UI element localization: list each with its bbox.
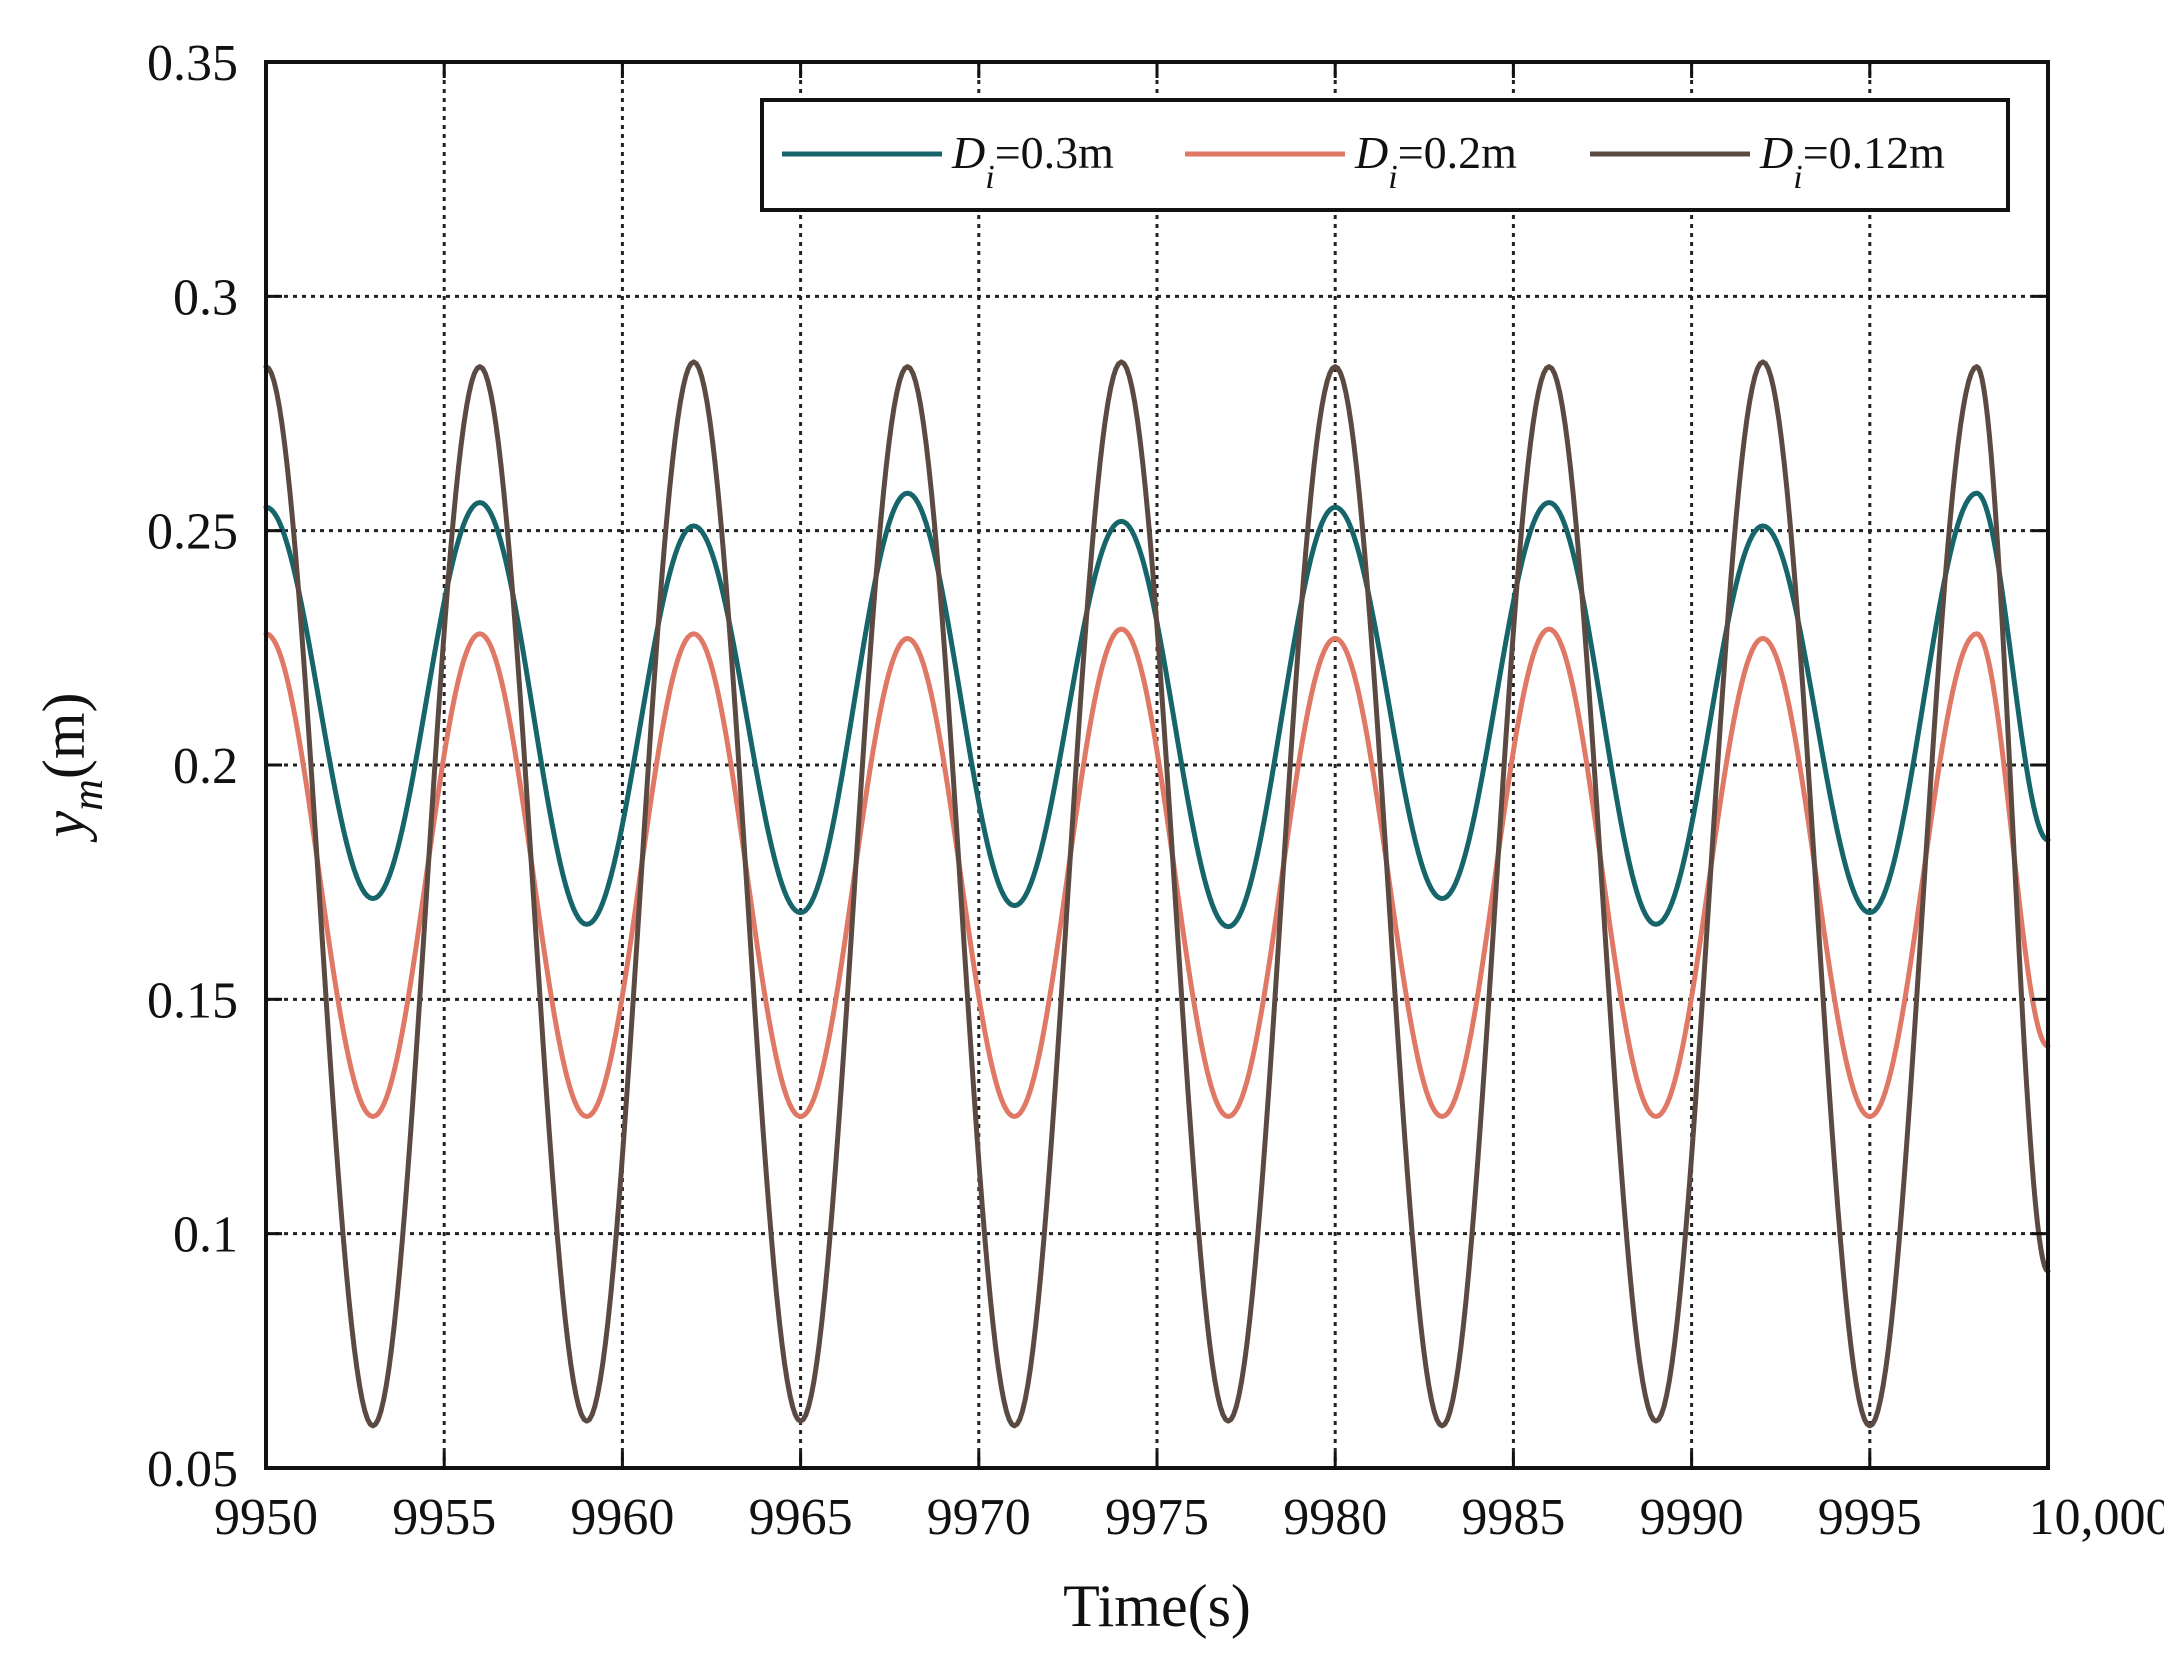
legend-label: Di=0.3m [951,127,1114,196]
legend-box [760,98,2010,212]
y-tick-label: 0.05 [147,1441,238,1498]
tick-labels: 9950 9955 9960 9965 9970 9975 9980 9985 9990 9995… [147,35,2164,1546]
legend-item-1: Di=0.3m [782,127,1114,196]
y-tick-label: 0.2 [173,738,238,795]
x-tick-label: 9995 [1818,1489,1922,1546]
y-axis-title: ym(m) [31,692,112,843]
x-tick-label: 9980 [1283,1489,1387,1546]
x-tick-label: 9970 [927,1489,1031,1546]
y-axis-title-main: y [31,811,97,844]
y-tick-label: 0.1 [173,1207,238,1264]
x-tick-label: 9975 [1105,1489,1209,1546]
x-tick-label: 9985 [1461,1489,1565,1546]
y-axis-title-unit: (m) [31,692,97,779]
y-tick-label: 0.15 [147,972,238,1029]
svg-text:ym(m): ym(m) [31,692,112,843]
series-line-1 [263,490,2051,930]
x-tick-label: 9960 [570,1489,674,1546]
legend-item-3: Di=0.12m [1590,127,1945,196]
legend-item-2: Di=0.2m [1185,127,1517,196]
x-tick-label: 9990 [1640,1489,1744,1546]
series-line-3 [263,359,2051,1429]
x-tick-label: 9955 [392,1489,496,1546]
y-tick-label: 0.35 [147,35,238,92]
x-tick-label: 10,000 [2029,1489,2164,1546]
legend: Di=0.3m Di=0.2m Di=0.12m [760,98,2010,212]
x-tick-label: 9950 [214,1489,318,1546]
x-axis-title: Time(s) [1063,1573,1251,1639]
legend-label: Di=0.12m [1759,127,1945,196]
x-tick-label: 9965 [749,1489,853,1546]
y-axis-title-sub: m [63,779,112,811]
series-lines [263,359,2051,1429]
y-tick-label: 0.25 [147,504,238,561]
y-tick-label: 0.3 [173,269,238,326]
axis-ticks [264,60,2050,1470]
legend-label: Di=0.2m [1354,127,1517,196]
